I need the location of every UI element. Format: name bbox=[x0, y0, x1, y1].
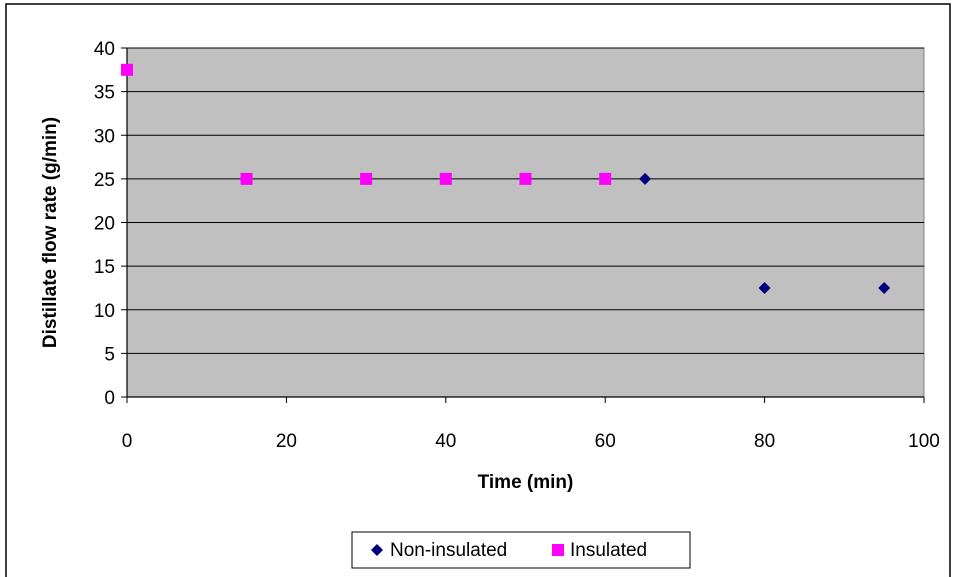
point-insulated bbox=[240, 172, 253, 185]
y-tick-label: 5 bbox=[104, 344, 115, 365]
legend-marker-non-insulated bbox=[371, 544, 383, 556]
legend: Non-insulated Insulated bbox=[351, 531, 691, 569]
x-tick-label: 40 bbox=[435, 431, 456, 452]
y-tick-label: 10 bbox=[94, 301, 115, 322]
legend-item-insulated: Insulated bbox=[552, 540, 647, 561]
point-non-insulated bbox=[758, 281, 771, 294]
point-insulated bbox=[519, 172, 532, 185]
y-tick-labels: 0 5 10 15 20 25 30 35 40 bbox=[94, 39, 115, 409]
point-insulated bbox=[121, 63, 133, 76]
legend-marker-insulated bbox=[552, 544, 564, 556]
x-tick-label: 80 bbox=[754, 431, 775, 452]
y-tick-label: 40 bbox=[94, 39, 115, 60]
axes bbox=[121, 47, 925, 403]
x-tick-label: 100 bbox=[908, 431, 940, 452]
x-tick-label: 60 bbox=[595, 431, 616, 452]
point-non-insulated bbox=[639, 172, 652, 185]
legend-label-non-insulated: Non-insulated bbox=[390, 540, 507, 561]
legend-item-non-insulated: Non-insulated bbox=[371, 540, 507, 561]
legend-label-insulated: Insulated bbox=[570, 540, 647, 561]
x-tick-labels: 0 20 40 60 80 100 bbox=[122, 431, 940, 452]
data-points bbox=[121, 63, 891, 294]
point-insulated bbox=[360, 172, 373, 185]
y-tick-label: 15 bbox=[94, 257, 115, 278]
point-non-insulated bbox=[878, 281, 891, 294]
legend-box bbox=[351, 531, 691, 569]
y-tick-label: 0 bbox=[104, 388, 115, 409]
x-tick-label: 0 bbox=[122, 431, 133, 452]
y-tick-label: 35 bbox=[94, 83, 115, 104]
x-tick-label: 20 bbox=[276, 431, 297, 452]
y-tick-label: 30 bbox=[94, 126, 115, 147]
y-axis-title: Distillate flow rate (g/min) bbox=[40, 117, 61, 348]
y-tick-label: 20 bbox=[94, 214, 115, 235]
point-insulated bbox=[439, 172, 452, 185]
x-axis-title: Time (min) bbox=[478, 472, 574, 493]
y-tick-label: 25 bbox=[94, 170, 115, 191]
point-insulated bbox=[599, 172, 612, 185]
